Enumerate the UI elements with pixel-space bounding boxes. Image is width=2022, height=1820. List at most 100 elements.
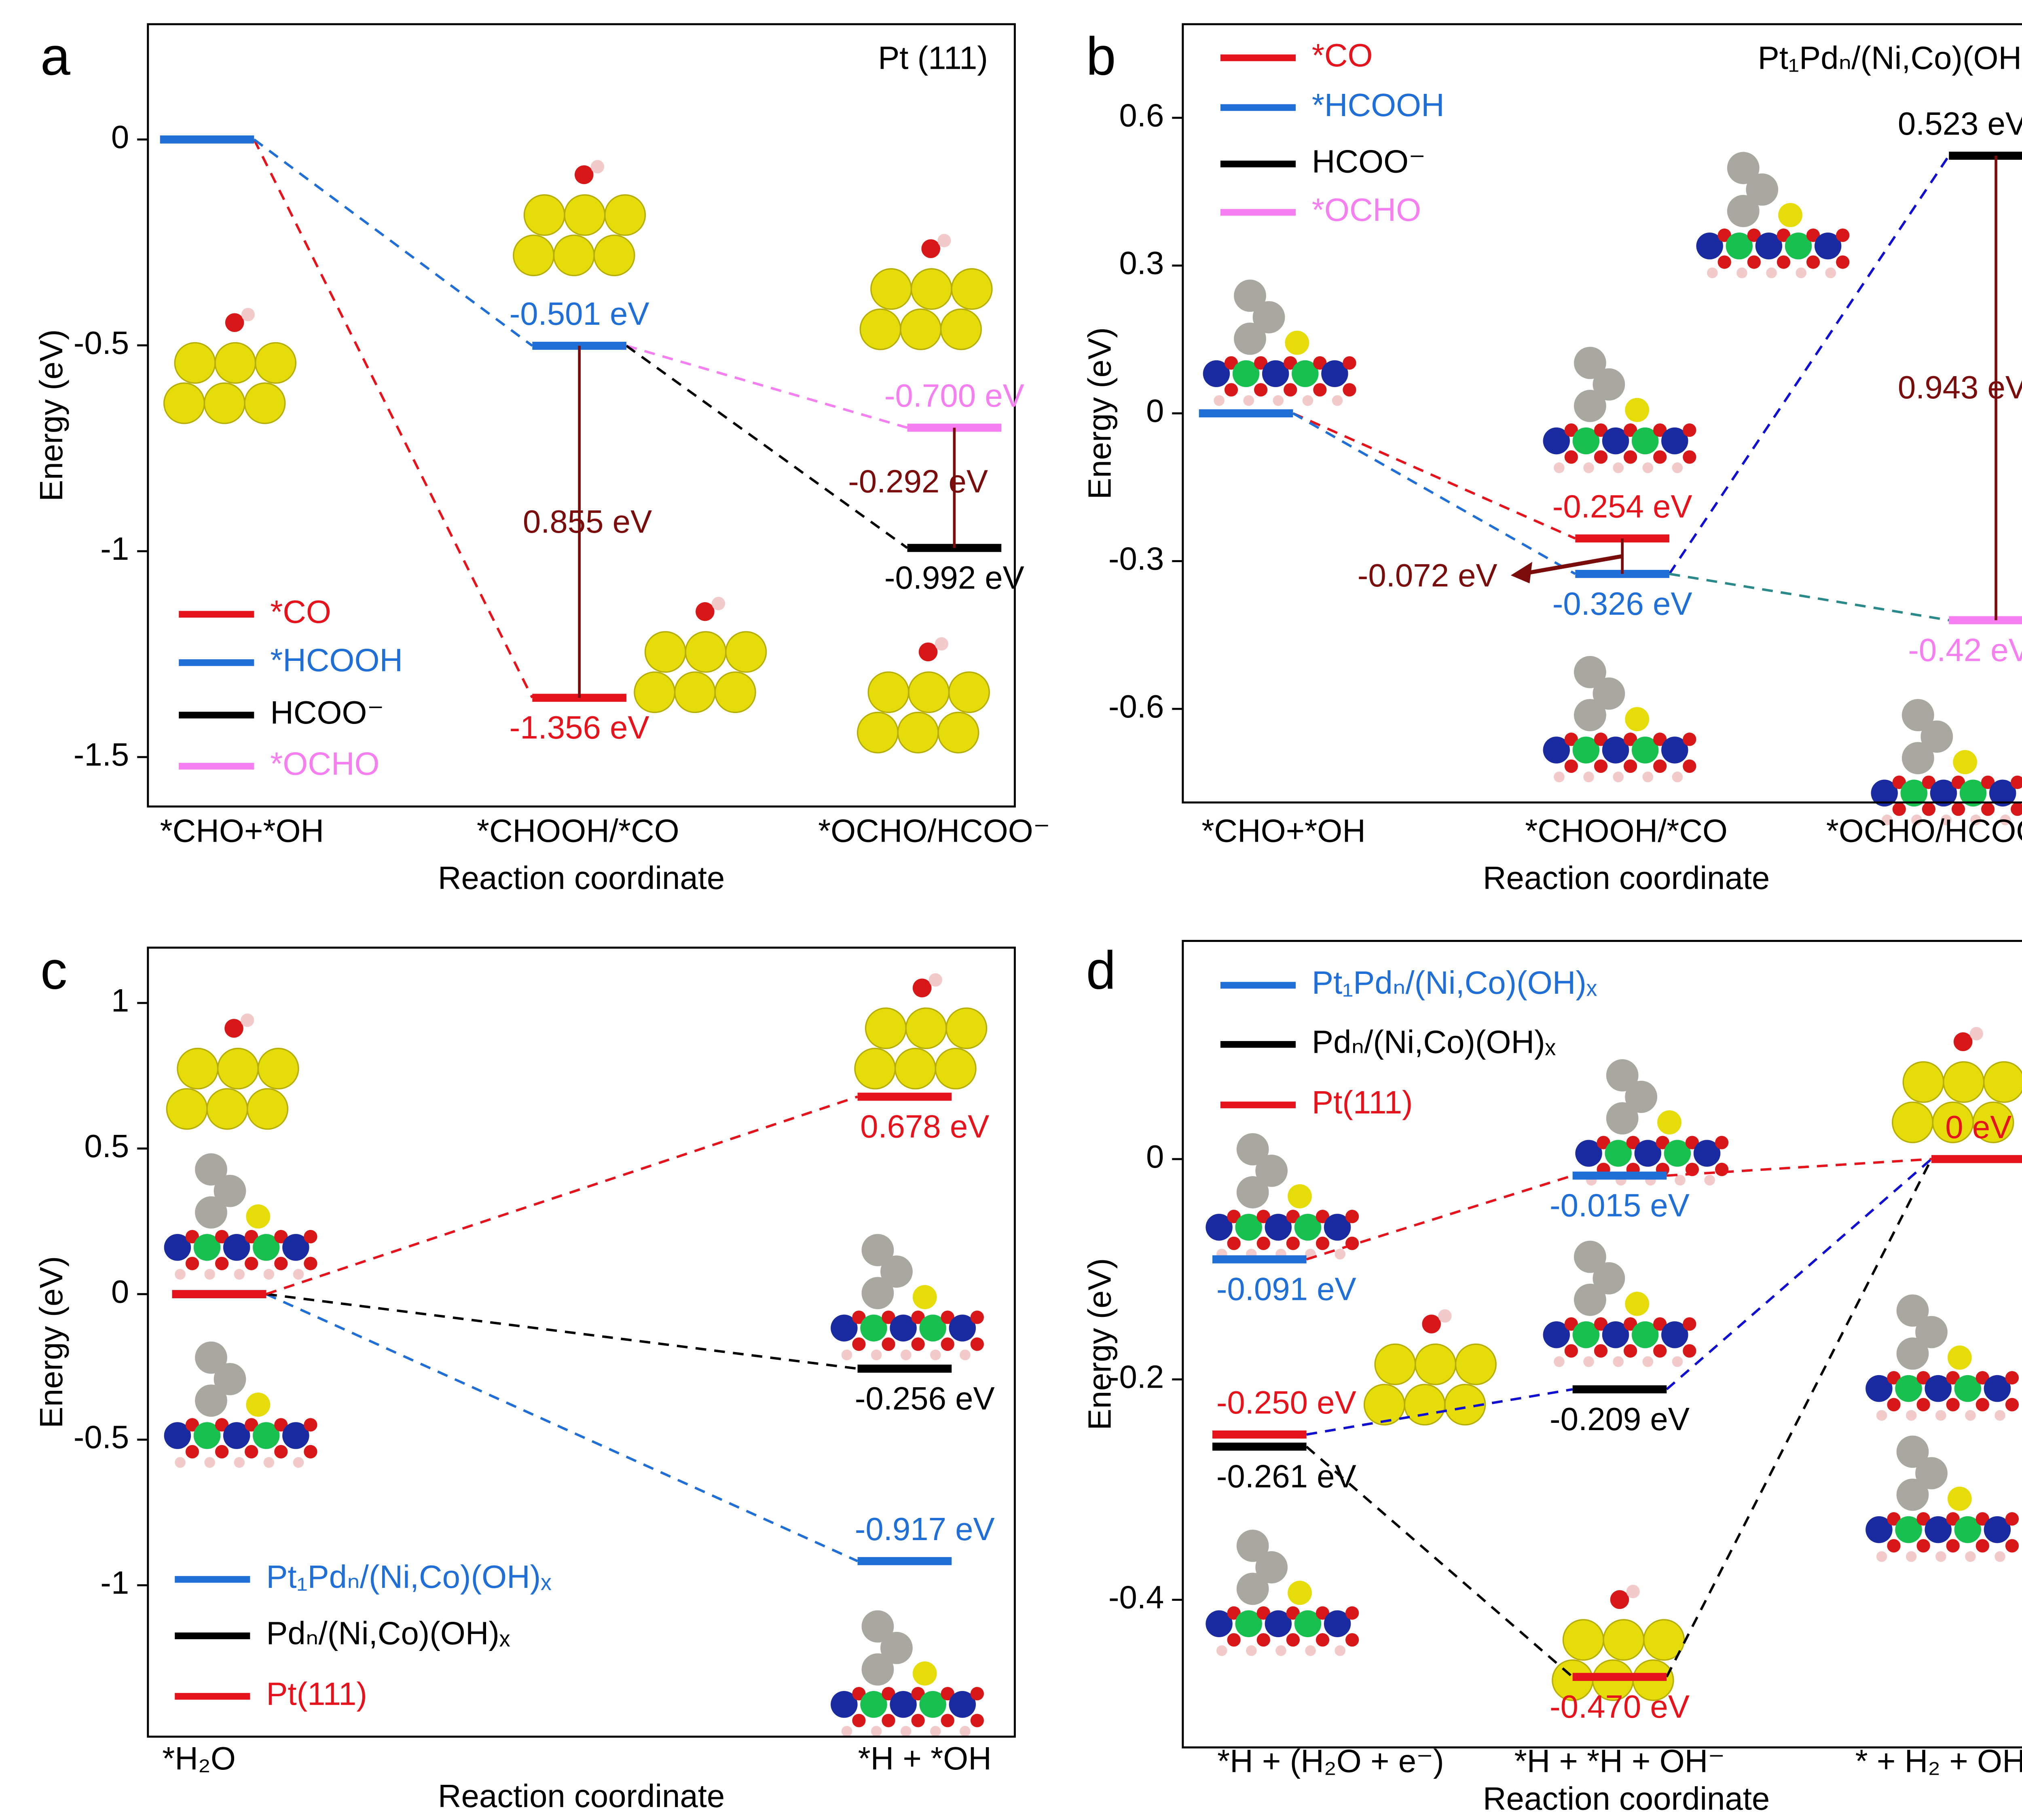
atom	[1959, 779, 1987, 807]
atom	[949, 1314, 976, 1342]
atom	[912, 1661, 937, 1686]
atom	[900, 308, 942, 350]
atom	[900, 1349, 912, 1361]
connector	[253, 138, 533, 347]
atom	[854, 1048, 896, 1090]
atom	[1564, 450, 1578, 464]
atom	[882, 1310, 895, 1324]
atom	[941, 1714, 954, 1727]
x-axis-title: Reaction coordinate	[438, 1778, 725, 1814]
atom	[217, 1048, 259, 1090]
legend-label: *CO	[270, 594, 331, 630]
structure-inset	[164, 1341, 317, 1468]
atom	[1887, 1512, 1901, 1526]
atom	[890, 1314, 917, 1342]
legend-label: HCOO⁻	[270, 694, 384, 730]
atom	[1727, 152, 1760, 184]
atom	[1631, 1321, 1659, 1348]
atom	[1865, 1375, 1893, 1402]
atom	[1613, 771, 1624, 783]
atom	[1606, 1102, 1639, 1135]
atom	[696, 602, 715, 621]
atom	[1574, 1283, 1606, 1316]
atom	[214, 1175, 246, 1207]
x-tick-label: *OCHO/HCOO⁻	[818, 813, 1050, 849]
atom	[1876, 1551, 1887, 1562]
atom	[725, 631, 767, 673]
atom	[1935, 1551, 1946, 1562]
atom	[1653, 759, 1667, 773]
atom	[1623, 732, 1637, 746]
atom	[1683, 1344, 1696, 1358]
atom	[1564, 1317, 1578, 1331]
atom	[1444, 1384, 1486, 1426]
structure-inset	[1203, 279, 1356, 406]
atom	[1685, 1136, 1699, 1149]
atom	[1916, 1539, 1930, 1553]
atom	[1610, 1590, 1629, 1609]
atom	[215, 1257, 229, 1270]
atom	[1345, 1236, 1359, 1250]
atom	[1653, 1317, 1667, 1331]
structure-inset	[1865, 1294, 2019, 1421]
atom	[282, 1234, 309, 1261]
atom	[1574, 1240, 1606, 1273]
connector	[1666, 1158, 1932, 1390]
atom	[293, 1269, 304, 1280]
atom	[1554, 462, 1565, 473]
atom	[1415, 1343, 1457, 1385]
atom	[1916, 1512, 1930, 1526]
atom	[910, 268, 952, 310]
atom	[1727, 195, 1760, 227]
atom	[1374, 1343, 1416, 1385]
atom	[1255, 1551, 1288, 1584]
atom	[949, 1691, 976, 1718]
atom	[574, 165, 594, 184]
structure-inset	[857, 637, 990, 753]
atom	[1661, 1321, 1688, 1348]
atom	[1294, 1610, 1322, 1638]
atom	[951, 268, 993, 310]
structure-inset	[854, 973, 988, 1090]
atom	[185, 1230, 199, 1244]
atom	[1972, 1101, 2014, 1143]
atom	[1254, 383, 1268, 397]
y-tick-label: 0	[111, 1274, 129, 1310]
atom	[1672, 462, 1683, 473]
legend-label: Pt(111)	[1312, 1084, 1413, 1120]
atom	[304, 1230, 317, 1244]
atom	[1206, 1610, 1233, 1638]
atom	[553, 234, 595, 276]
atom	[163, 382, 205, 424]
atom	[1265, 1214, 1292, 1241]
atom	[1335, 1645, 1345, 1656]
atom	[1916, 1371, 1930, 1385]
atom	[1262, 360, 1289, 387]
atom	[1574, 347, 1606, 379]
y-tick-label: 0	[1146, 1139, 1164, 1175]
atom	[714, 671, 756, 713]
atom	[1696, 232, 1723, 260]
atom	[1286, 1606, 1300, 1620]
structure-inset	[1871, 699, 2022, 825]
atom	[1554, 1356, 1565, 1367]
atom	[1906, 1410, 1917, 1421]
atom	[1236, 1133, 1269, 1166]
atom	[2005, 1398, 2019, 1412]
y-tick-label: 0.3	[1119, 245, 1164, 281]
atom	[304, 1445, 317, 1458]
atom	[1683, 732, 1696, 746]
panel-letter: b	[1086, 27, 1116, 87]
y-tick-label: -1.5	[74, 736, 129, 772]
atom	[1631, 736, 1659, 764]
atom	[919, 1691, 946, 1718]
atom	[861, 1234, 894, 1266]
atom	[1796, 267, 1806, 278]
connector	[266, 1293, 858, 1562]
atom	[1726, 232, 1753, 260]
y-tick-label: -0.5	[74, 1419, 129, 1455]
atom	[634, 671, 676, 713]
atom	[1653, 423, 1667, 437]
atom	[1947, 1345, 1972, 1370]
atom	[1951, 802, 1965, 816]
